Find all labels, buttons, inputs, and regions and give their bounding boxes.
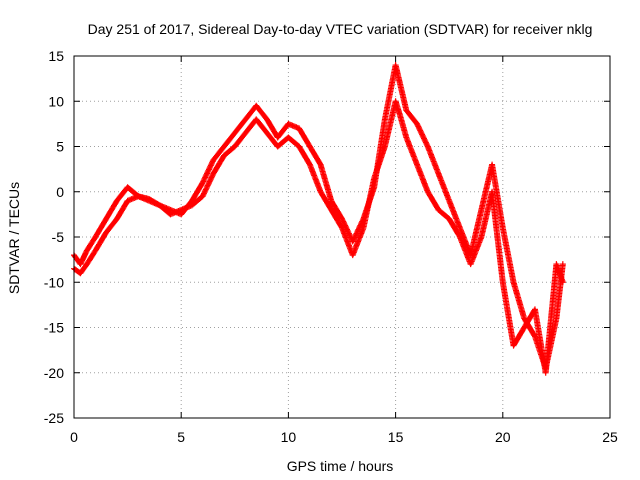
ticks: 0 5 10 15 20 25 -25 -20 -15 -10 -5 0 5 10 15 <box>44 48 618 445</box>
y-tick-label: 10 <box>48 93 64 109</box>
x-tick-label: 10 <box>281 429 297 445</box>
y-tick-label: -20 <box>44 365 64 381</box>
y-tick-label: -25 <box>44 410 64 426</box>
chart-title: Day 251 of 2017, Sidereal Day-to-day VTE… <box>88 21 593 37</box>
y-tick-label: -15 <box>44 320 64 336</box>
y-tick-label: -5 <box>52 229 65 245</box>
x-tick-label: 20 <box>495 429 511 445</box>
x-tick-label: 25 <box>602 429 618 445</box>
x-tick-label: 0 <box>70 429 78 445</box>
y-tick-label: -10 <box>44 274 64 290</box>
y-tick-label: 0 <box>56 184 64 200</box>
x-axis-title: GPS time / hours <box>287 458 394 474</box>
y-tick-label: 5 <box>56 139 64 155</box>
x-tick-label: 5 <box>177 429 185 445</box>
y-tick-label: 15 <box>48 48 64 64</box>
y-axis-title: SDTVAR / TECUs <box>6 182 22 294</box>
x-tick-label: 15 <box>388 429 404 445</box>
